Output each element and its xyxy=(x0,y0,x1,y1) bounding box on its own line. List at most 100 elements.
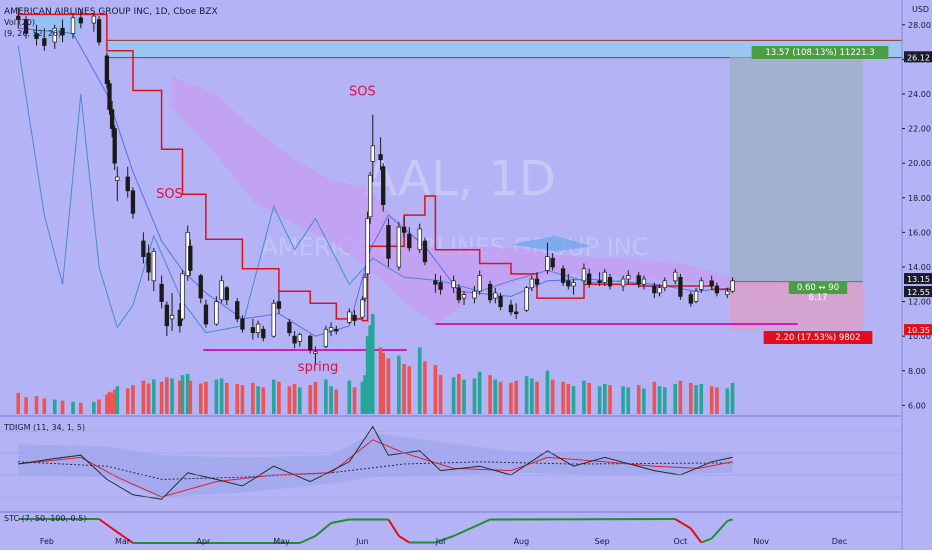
candle-down[interactable] xyxy=(224,287,229,301)
candle-up[interactable] xyxy=(328,327,334,332)
candle-up[interactable] xyxy=(493,292,498,299)
candle-up[interactable] xyxy=(581,268,587,282)
candle-down[interactable] xyxy=(566,280,571,287)
candle-down[interactable] xyxy=(550,257,555,268)
candle-up[interactable] xyxy=(693,290,699,302)
candle-up[interactable] xyxy=(662,280,667,289)
candle-up[interactable] xyxy=(368,174,373,218)
candle-down[interactable] xyxy=(487,283,493,301)
candle-down[interactable] xyxy=(42,38,47,46)
candle-down[interactable] xyxy=(125,176,130,192)
candle-up[interactable] xyxy=(347,311,352,323)
candle-down[interactable] xyxy=(112,128,117,164)
candle-down[interactable] xyxy=(96,19,102,43)
candle-down[interactable] xyxy=(159,283,164,302)
candle-up[interactable] xyxy=(151,251,156,282)
candle-up[interactable] xyxy=(461,294,467,299)
candle-up[interactable] xyxy=(472,290,477,299)
candle-up[interactable] xyxy=(673,271,678,282)
candle-down[interactable] xyxy=(235,301,240,320)
candle-up[interactable] xyxy=(365,218,370,275)
candle-down[interactable] xyxy=(386,225,391,259)
price-label[interactable]: 26.12 xyxy=(907,53,930,62)
candle-down[interactable] xyxy=(60,27,65,36)
candle-down[interactable] xyxy=(276,301,282,309)
candle-down[interactable] xyxy=(287,321,292,334)
candle-up[interactable] xyxy=(396,226,402,268)
candle-up[interactable] xyxy=(730,280,735,292)
candle-down[interactable] xyxy=(130,190,136,214)
candle-up[interactable] xyxy=(52,27,57,43)
candle-down[interactable] xyxy=(188,245,193,271)
candle-down[interactable] xyxy=(709,280,714,287)
candle-down[interactable] xyxy=(422,240,428,263)
candle-down[interactable] xyxy=(514,311,519,315)
candle-up[interactable] xyxy=(641,278,647,285)
candle-up[interactable] xyxy=(477,275,482,292)
candle-down[interactable] xyxy=(107,83,112,110)
candle-up[interactable] xyxy=(297,334,302,342)
candle-down[interactable] xyxy=(352,315,357,321)
candle-up[interactable] xyxy=(725,290,730,295)
candle-down[interactable] xyxy=(498,296,503,308)
price-pane[interactable]: SOS SOS spring 13.57 (108.13%) 11221.3 2.20 … xyxy=(0,7,932,513)
candle-down[interactable] xyxy=(378,154,383,161)
candle-up[interactable] xyxy=(169,315,175,320)
candle-up[interactable] xyxy=(255,323,261,334)
candle-up[interactable] xyxy=(362,276,368,299)
candle-down[interactable] xyxy=(34,33,39,39)
candle-up[interactable] xyxy=(91,15,96,24)
candle-down[interactable] xyxy=(104,55,110,84)
candle-down[interactable] xyxy=(164,304,169,327)
candle-up[interactable] xyxy=(545,256,550,271)
candle-down[interactable] xyxy=(250,327,256,334)
candle-up[interactable] xyxy=(271,302,276,337)
candle-down[interactable] xyxy=(636,275,641,285)
candle-down[interactable] xyxy=(438,282,443,290)
candle-up[interactable] xyxy=(699,280,704,290)
candle-up[interactable] xyxy=(214,301,219,325)
candle-up[interactable] xyxy=(529,278,534,289)
candle-up[interactable] xyxy=(657,287,662,294)
candle-down[interactable] xyxy=(308,335,313,351)
candle-down[interactable] xyxy=(292,335,297,344)
candle-down[interactable] xyxy=(433,280,438,285)
candle-up[interactable] xyxy=(602,271,607,283)
candle-up[interactable] xyxy=(70,17,76,34)
candle-down[interactable] xyxy=(688,294,693,304)
price-axis[interactable]: 28.0026.0024.0022.0020.0018.0016.0014.00… xyxy=(901,0,932,550)
candle-down[interactable] xyxy=(146,252,151,273)
candle-down[interactable] xyxy=(508,304,514,313)
candle-up[interactable] xyxy=(360,299,365,318)
candle-up[interactable] xyxy=(524,287,529,311)
candle-up[interactable] xyxy=(451,280,456,289)
candle-down[interactable] xyxy=(407,233,412,249)
candle-up[interactable] xyxy=(323,328,329,347)
candle-down[interactable] xyxy=(78,17,83,24)
candle-up[interactable] xyxy=(180,273,185,320)
candle-down[interactable] xyxy=(240,318,245,330)
candle-down[interactable] xyxy=(261,328,266,339)
candle-up[interactable] xyxy=(313,351,318,354)
price-label[interactable]: 10.35 xyxy=(907,326,930,335)
candle-down[interactable] xyxy=(560,268,566,283)
candle-down[interactable] xyxy=(607,276,613,287)
candle-down[interactable] xyxy=(534,278,540,285)
candle-down[interactable] xyxy=(587,273,592,285)
candle-up[interactable] xyxy=(417,228,422,251)
candle-up[interactable] xyxy=(219,280,224,301)
candle-down[interactable] xyxy=(334,328,339,332)
candle-down[interactable] xyxy=(203,304,209,325)
time-axis[interactable]: Feb Mar Apr May Jun Jul Aug Sep Oct Nov Dec xyxy=(40,537,847,546)
candle-down[interactable] xyxy=(597,280,602,283)
price-label[interactable]: 13.15 xyxy=(907,275,930,284)
candle-down[interactable] xyxy=(198,275,203,299)
candle-down[interactable] xyxy=(381,166,386,206)
candle-up[interactable] xyxy=(370,145,375,162)
candle-down[interactable] xyxy=(714,285,720,294)
candle-down[interactable] xyxy=(652,285,657,294)
candle-down[interactable] xyxy=(141,240,146,257)
candle-down[interactable] xyxy=(456,287,461,301)
